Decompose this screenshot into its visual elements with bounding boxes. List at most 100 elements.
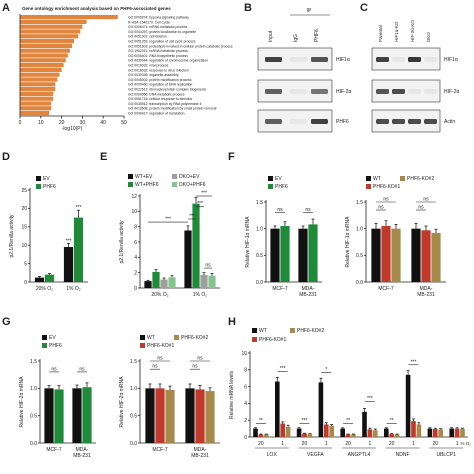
panel-e-y-tick-label: 0 xyxy=(134,286,137,292)
panel-h-legend-swatch xyxy=(252,328,257,333)
panel-c-blot-box xyxy=(371,47,441,71)
panel-h-legend-label: PHF6-KO#2 xyxy=(297,328,324,334)
panel-h-label: H xyxy=(228,316,236,328)
panel-f-right-y-tick-label: 0.5 xyxy=(356,253,363,259)
panel-a-bar xyxy=(20,19,87,24)
panel-f-right-legend-label: PHF6-KO#1 xyxy=(373,184,400,190)
panel-e-y-tick-label: 10 xyxy=(131,209,137,215)
panel-f-right-bar xyxy=(391,228,401,282)
panel-g-right-legend-swatch xyxy=(140,335,145,340)
panel-h-o2-label: 20 xyxy=(433,441,439,447)
panel-f-right-y-tick-label: 1.0 xyxy=(356,226,363,232)
panel-g-right-bar xyxy=(155,388,165,443)
panel-e-y-tick-label: 6 xyxy=(134,240,137,246)
panel-a-category: GO:0006471: mRNA metabolic process xyxy=(128,25,188,29)
panel-h-legend-label: WT xyxy=(259,328,267,334)
panel-h-o2-label: 20 xyxy=(302,441,308,447)
panel-e-bar xyxy=(200,274,208,288)
panel-g: G 0.0 0.5 1.0 1.5 Relative HIF-2α mRNA MCF-7 M… xyxy=(2,316,220,459)
panel-b-row-labels: HIF1α HIF-2α PHF6 xyxy=(336,57,352,125)
panel-e-sig-label: *** xyxy=(197,201,203,207)
panel-f-left-bar xyxy=(308,224,318,282)
panel-a-bar xyxy=(20,43,72,48)
panel-d-label: D xyxy=(2,151,10,163)
panel-a-bar xyxy=(20,96,54,101)
panel-b-row-label: HIF1α xyxy=(336,57,350,63)
panel-c-band xyxy=(392,57,405,62)
panel-e-y-tick-label: 4 xyxy=(134,255,137,261)
panel-a-category-labels: GO:0006974: hypoxia signaling pathwayR-H… xyxy=(128,16,233,116)
panel-b-row-label: HIF-2α xyxy=(336,89,352,95)
panel-a-bar xyxy=(20,53,68,58)
panel-c-row-label: HIF1α xyxy=(444,57,458,63)
panel-h-sig-label: *** xyxy=(302,418,308,424)
panel-h-bar xyxy=(285,426,291,437)
panel-f-right-category-label: MCF-7 xyxy=(378,286,393,292)
panel-h-legend-swatch xyxy=(252,337,257,342)
panel-e-category-label: 20% O₂ xyxy=(151,292,168,298)
panel-h-bar xyxy=(329,426,334,437)
panel-c-band xyxy=(408,89,421,94)
panel-c-band xyxy=(408,119,421,124)
panel-g-right-category-label: MB-231 xyxy=(191,453,209,459)
panel-h-bar xyxy=(405,374,411,437)
panel-e-sig-label: *** xyxy=(189,214,195,220)
panel-h-y-tick-label: 4 xyxy=(244,401,247,407)
panel-h-bar xyxy=(416,424,422,437)
panel-f-right-legend-swatch xyxy=(366,184,371,189)
panel-g-right-sig-label: ns xyxy=(197,356,203,362)
panel-c-lane-label: DKO xyxy=(426,32,431,42)
panel-f-right-sig-label: ns xyxy=(423,197,429,203)
panel-b-ip-label: IP xyxy=(307,8,312,14)
panel-c-band xyxy=(392,89,405,94)
panel-a-category: GO:0018032: response to virus infection xyxy=(128,68,189,72)
panel-h-bar xyxy=(318,382,324,437)
panel-d-bar xyxy=(34,277,45,282)
panel-e-bar xyxy=(168,277,176,288)
panel-d-sig-label: *** xyxy=(76,205,82,211)
panel-h-sig-label: *** xyxy=(280,366,286,372)
panel-h-bar xyxy=(449,428,454,437)
panel-h-o2-label: 1 xyxy=(412,441,415,447)
panel-g-right-legend-label: PHF6-KO#1 xyxy=(147,343,174,349)
panel-a-category: GO:0010608: protein modification by smal… xyxy=(128,107,217,111)
panel-c: C Parental HIF1α-KO HIF-2α-KO DKO HIF1α HIF-… xyxy=(360,2,460,133)
panel-a-bar xyxy=(20,106,52,111)
panel-a-bar xyxy=(20,34,79,39)
panel-a-category: GO:0044257: protein localization to orga… xyxy=(128,30,196,34)
panel-h-bar xyxy=(307,434,313,437)
panel-f-right-category-label: MB-231 xyxy=(417,292,435,298)
panel-h-bar xyxy=(394,434,400,437)
panel-g-right-legend-label: PHF6-KO#2 xyxy=(181,335,208,341)
panel-g-left-sig-label: ns xyxy=(79,366,85,372)
panel-b-band xyxy=(265,119,282,124)
panel-f-right-y-label: Relative HIF-1α mRNA xyxy=(345,216,351,268)
panel-f-left-bar xyxy=(298,228,308,282)
panel-b-band xyxy=(290,119,307,124)
panel-b-blot-box xyxy=(257,47,333,71)
panel-a-category: GO:0051716: cellular response to stimulu… xyxy=(128,97,192,101)
panel-h-bar xyxy=(296,428,302,437)
panel-h-o2-label: 1 xyxy=(456,441,459,447)
panel-h-gene-label: VEGFA xyxy=(307,452,324,458)
panel-d-bar xyxy=(73,217,84,282)
panel-f-right-category-label: MDA- xyxy=(420,286,433,292)
panel-d-legend-swatch xyxy=(36,176,41,181)
panel-c-blots xyxy=(371,47,441,133)
panel-b-blots xyxy=(257,47,333,133)
panel-c-band xyxy=(424,89,437,94)
panel-f-left-legend-swatch xyxy=(268,184,273,189)
panel-h-bar xyxy=(362,411,367,437)
panel-e-sig-label: *** xyxy=(165,217,171,223)
panel-a-bar xyxy=(20,72,60,77)
panel-a-label: A xyxy=(2,2,10,14)
panel-h-o2-label: 20 xyxy=(258,441,264,447)
panel-g-left-sig-label: ns xyxy=(51,366,57,372)
panel-a-bar xyxy=(20,63,64,68)
panel-e-legend-swatch xyxy=(128,174,133,179)
panel-h-y-tick-label: 8 xyxy=(244,368,247,374)
panel-g-chart: 0.0 0.5 1.0 1.5 Relative HIF-2α mRNA MCF-7 MDA… xyxy=(19,335,220,459)
panel-h-bar xyxy=(324,424,329,437)
panel-g-right-sig-label: ns xyxy=(157,356,163,362)
panel-g-right-sig-label: ns xyxy=(152,364,158,370)
